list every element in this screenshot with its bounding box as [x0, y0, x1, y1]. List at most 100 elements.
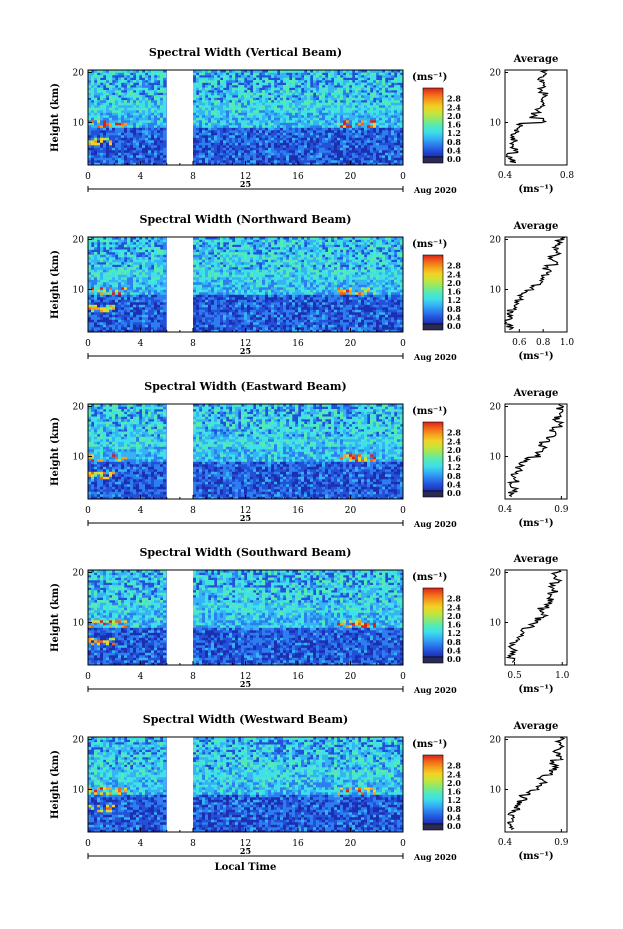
- x-tick-label: 4: [138, 672, 144, 682]
- x-tick-label: 8: [190, 839, 196, 849]
- panel-4: Spectral Width (Southward Beam) 0 4 8 12 16 20…: [50, 546, 570, 695]
- x-tick-label: 0: [85, 672, 91, 682]
- y-tick-label: 20: [73, 403, 85, 413]
- average-x-tick-label: 1.0: [555, 671, 570, 681]
- average-y-tick-label: 20: [490, 236, 502, 246]
- y-axis-label: Height (km): [50, 583, 61, 652]
- x-tick-label: 20: [345, 672, 357, 682]
- average-title: Average: [513, 388, 559, 399]
- heatmap: [88, 570, 404, 666]
- colorbar-unit: (ms⁻¹): [412, 72, 447, 83]
- colorbar-tick-label: 2.4: [447, 269, 461, 279]
- x-tick-label: 16: [292, 172, 304, 182]
- date-label: Aug 2020: [413, 352, 457, 362]
- colorbar-underflow: [422, 323, 444, 331]
- x-tick-label: 12: [240, 672, 251, 682]
- average-profile-line: [507, 736, 566, 831]
- average-y-tick-label: 10: [490, 286, 502, 296]
- average-x-tick-label: 0.4: [498, 505, 513, 515]
- y-tick-label: 20: [73, 69, 85, 79]
- colorbar-underflow: [422, 490, 444, 498]
- colorbar-unit: (ms⁻¹): [412, 739, 447, 750]
- y-axis-label: Height (km): [50, 83, 61, 152]
- average-x-axis-label: (ms⁻¹): [518, 184, 553, 195]
- panel-1: Spectral Width (Vertical Beam) 0 4 8 12 16 20 0…: [50, 46, 574, 195]
- panel-3: Spectral Width (Eastward Beam) 0 4 8 12 16 20 0…: [50, 380, 569, 529]
- date-label: Aug 2020: [413, 852, 457, 862]
- average-x-tick-label: 0.5: [507, 671, 522, 681]
- colorbar-underflow: [422, 656, 444, 664]
- colorbar-tick-label: 2.0: [447, 611, 461, 621]
- average-y-tick-label: 10: [490, 619, 502, 629]
- colorbar-tick-label: 1.2: [447, 128, 461, 138]
- average-x-tick-label: 0.8: [560, 171, 575, 181]
- colorbar-tick-label: 1.6: [447, 287, 461, 297]
- colorbar-tick-label: 1.2: [447, 795, 461, 805]
- x-tick-label: 20: [345, 839, 357, 849]
- x-tick-label: 20: [345, 339, 357, 349]
- y-tick-label: 10: [73, 453, 85, 463]
- x-tick-label: 8: [190, 672, 196, 682]
- colorbar-tick-label: 0.4: [447, 645, 461, 655]
- colorbar: [422, 754, 444, 825]
- data-gap: [166, 70, 193, 165]
- colorbar-unit: (ms⁻¹): [412, 406, 447, 417]
- date-label: Aug 2020: [413, 519, 457, 529]
- x-tick-label: 20: [345, 506, 357, 516]
- day-label: 25: [240, 846, 251, 856]
- colorbar-tick-label: 2.0: [447, 778, 461, 788]
- colorbar: [422, 421, 444, 492]
- average-x-tick-label: 0.9: [554, 838, 569, 848]
- colorbar-tick-label: 1.6: [447, 120, 461, 130]
- y-tick-label: 20: [73, 236, 85, 246]
- colorbar-tick-label: 0.0: [447, 654, 461, 664]
- colorbar-tick-label: 0.0: [447, 821, 461, 831]
- x-tick-label: 20: [345, 172, 357, 182]
- average-y-tick-label: 10: [490, 119, 502, 129]
- data-gap: [166, 737, 193, 832]
- x-tick-label: 4: [138, 172, 144, 182]
- x-tick-label: 0: [400, 172, 406, 182]
- average-y-tick-label: 10: [490, 786, 502, 796]
- day-label: 25: [240, 346, 251, 356]
- x-tick-label: 0: [400, 506, 406, 516]
- colorbar-tick-label: 2.0: [447, 111, 461, 121]
- x-tick-label: 12: [240, 339, 251, 349]
- x-axis-label: Local Time: [215, 862, 277, 873]
- colorbar: [422, 87, 444, 158]
- x-tick-label: 16: [292, 672, 304, 682]
- panel-title: Spectral Width (Westward Beam): [143, 713, 348, 726]
- colorbar-tick-label: 0.4: [447, 812, 461, 822]
- colorbar-tick-label: 0.8: [447, 304, 461, 314]
- y-tick-label: 10: [73, 119, 85, 129]
- panel-title: Spectral Width (Vertical Beam): [149, 46, 342, 59]
- x-tick-label: 16: [292, 506, 304, 516]
- average-title: Average: [513, 54, 559, 65]
- colorbar-tick-label: 2.0: [447, 278, 461, 288]
- colorbar-tick-label: 2.4: [447, 436, 461, 446]
- heatmap: [88, 70, 404, 166]
- average-x-axis-label: (ms⁻¹): [518, 851, 553, 862]
- y-axis-label: Height (km): [50, 250, 61, 319]
- date-label: Aug 2020: [413, 685, 457, 695]
- x-tick-label: 0: [85, 172, 91, 182]
- colorbar-tick-label: 1.2: [447, 295, 461, 305]
- average-title: Average: [513, 554, 559, 565]
- colorbar-tick-label: 0.8: [447, 637, 461, 647]
- colorbar-tick-label: 0.4: [447, 145, 461, 155]
- colorbar-tick-label: 2.4: [447, 769, 461, 779]
- average-x-tick-label: 0.4: [498, 838, 513, 848]
- panel-2: Spectral Width (Northward Beam) 0 4 8 12 16 20…: [50, 213, 574, 362]
- average-frame: [504, 403, 568, 500]
- date-label: Aug 2020: [413, 185, 457, 195]
- colorbar-tick-label: 2.0: [447, 445, 461, 455]
- y-axis-label: Height (km): [50, 750, 61, 819]
- y-tick-label: 20: [73, 569, 85, 579]
- colorbar-tick-label: 0.4: [447, 479, 461, 489]
- colorbar-tick-label: 1.2: [447, 628, 461, 638]
- colorbar-tick-label: 2.8: [447, 594, 461, 604]
- x-tick-label: 8: [190, 506, 196, 516]
- x-tick-label: 0: [85, 506, 91, 516]
- panel-title: Spectral Width (Northward Beam): [140, 213, 352, 226]
